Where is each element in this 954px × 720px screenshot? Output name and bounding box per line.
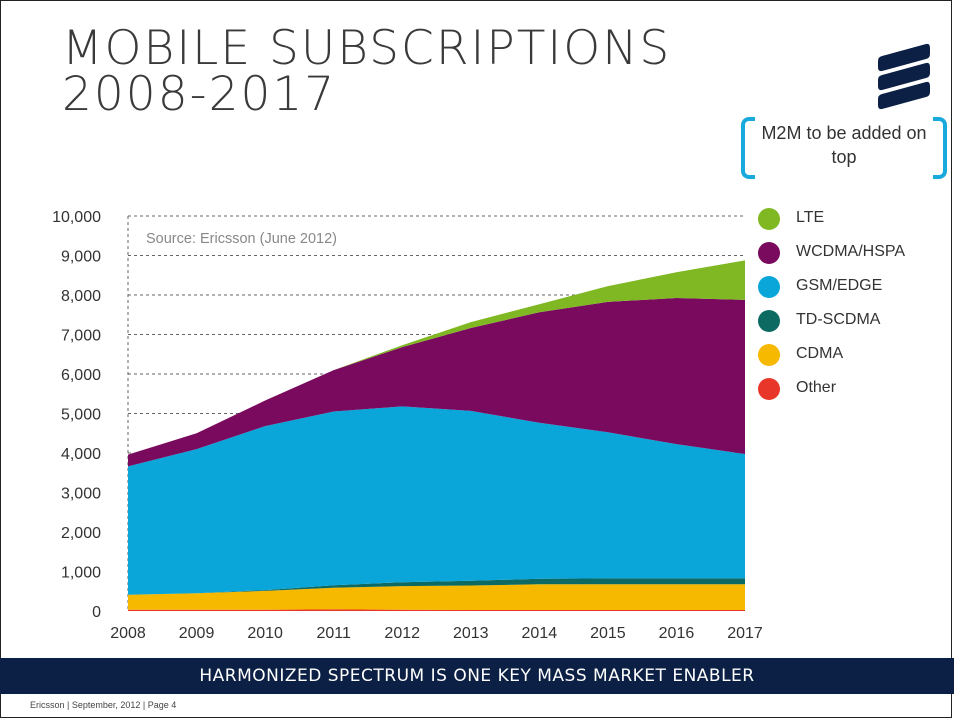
area-td-scdma: [128, 578, 745, 595]
bracket-left: [741, 117, 755, 179]
legend-label: LTE: [796, 209, 825, 226]
x-tick-label: 2010: [247, 625, 283, 642]
footer: Ericsson | September, 2012 | Page 4: [30, 700, 177, 710]
legend-label: CDMA: [796, 345, 844, 362]
x-tick-label: 2016: [659, 625, 695, 642]
area-cdma: [128, 584, 745, 610]
y-tick-label: 4,000: [61, 446, 101, 463]
x-tick-label: 2009: [179, 625, 215, 642]
x-tick-label: 2013: [453, 625, 489, 642]
ericsson-logo-icon: [878, 43, 930, 110]
legend-label: WCDMA/HSPA: [796, 243, 906, 260]
x-tick-label: 2012: [384, 625, 420, 642]
x-tick-label: 2017: [727, 625, 763, 642]
legend-swatch: [758, 378, 780, 400]
x-tick-label: 2015: [590, 625, 626, 642]
legend-label: TD-SCDMA: [796, 311, 881, 328]
bracket-right: [933, 117, 947, 179]
y-tick-label: 1,000: [61, 565, 101, 582]
y-tick-label: 7,000: [61, 328, 101, 345]
y-tick-label: 9,000: [61, 249, 101, 266]
source-annotation: Source: Ericsson (June 2012): [146, 231, 337, 247]
banner: HARMONIZED SPECTRUM IS ONE KEY MASS MARK…: [0, 658, 954, 694]
title-line-2: 2008-2017: [62, 67, 337, 122]
subscriptions-area-chart: 0 1,000 2,000 3,000 4,000 5,000 6,000 7,000 8,00…: [52, 209, 763, 642]
y-tick-label: 0: [92, 604, 101, 621]
m2m-note-text: M2M to be added on top: [761, 123, 927, 167]
m2m-note: M2M to be added on top: [741, 117, 947, 183]
area-gsm-edge: [128, 406, 745, 595]
legend-label: Other: [796, 379, 837, 396]
y-tick-label: 3,000: [61, 486, 101, 503]
area-wcdma-hspa: [128, 298, 745, 467]
y-tick-label: 6,000: [61, 367, 101, 384]
legend-swatch: [758, 344, 780, 366]
legend-swatch: [758, 276, 780, 298]
y-tick-label: 8,000: [61, 288, 101, 305]
y-tick-label: 5,000: [61, 407, 101, 424]
legend-swatch: [758, 310, 780, 332]
title-line-1: MOBILE SUBSCRIPTIONS: [62, 21, 672, 76]
x-tick-label: 2008: [110, 625, 146, 642]
x-tick-label: 2014: [522, 625, 558, 642]
legend-swatch: [758, 242, 780, 264]
area-lte: [128, 260, 745, 455]
legend-swatch: [758, 208, 780, 230]
x-tick-label: 2011: [316, 625, 351, 642]
legend-label: GSM/EDGE: [796, 277, 883, 294]
y-tick-label: 2,000: [61, 525, 101, 542]
slide-title: MOBILE SUBSCRIPTIONS 2008-2017: [62, 21, 672, 122]
y-tick-label: 10,000: [52, 209, 101, 226]
area-other: [128, 609, 745, 611]
